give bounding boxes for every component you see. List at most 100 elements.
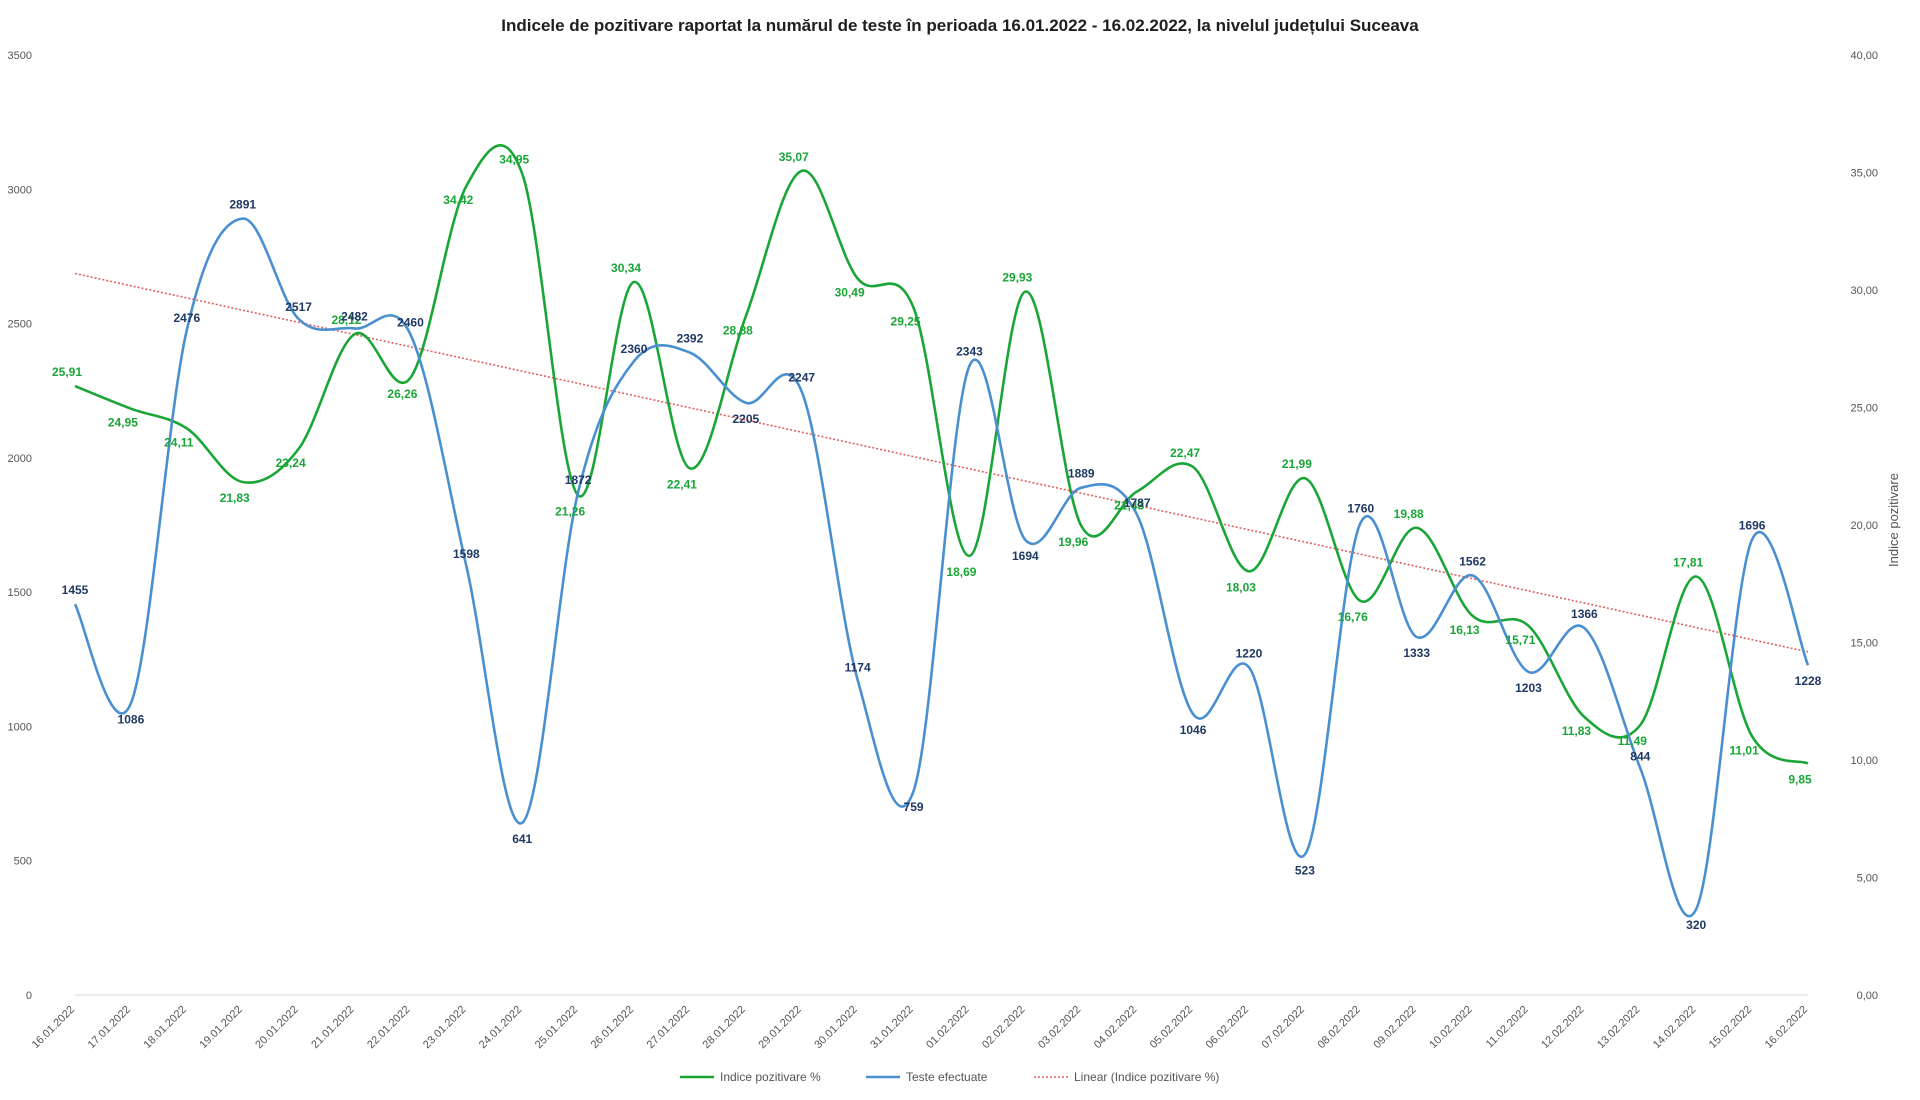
data-label-teste: 1046: [1180, 723, 1207, 737]
data-label-teste: 2460: [397, 315, 424, 329]
data-label-indice: 28,12: [332, 313, 362, 327]
x-tick-label: 06.02.2022: [1204, 1004, 1251, 1051]
chart-title: Indicele de pozitivare raportat la număr…: [501, 16, 1419, 35]
data-label-indice: 19,88: [1394, 507, 1424, 521]
data-label-indice: 21,26: [555, 504, 585, 518]
y-right-tick-label: 15,00: [1850, 638, 1878, 650]
data-label-teste: 1174: [845, 661, 871, 675]
data-label-indice: 11,49: [1618, 734, 1648, 748]
x-tick-label: 20.01.2022: [253, 1004, 300, 1051]
x-tick-label: 25.01.2022: [533, 1004, 580, 1051]
data-label-indice: 30,49: [835, 285, 865, 299]
data-labels-layer: 25,91 24,95 24,11 21,83 23,24 28,12 26,26 34,42…: [52, 150, 1822, 932]
y-right-tick-label: 20,00: [1850, 520, 1878, 532]
data-label-indice: 23,24: [276, 456, 306, 470]
data-label-indice: 25,91: [52, 365, 82, 379]
data-label-teste: 2247: [788, 371, 815, 385]
data-label-teste: 1203: [1515, 681, 1542, 695]
data-label-indice: 22,41: [667, 477, 697, 491]
series-layer: [73, 144, 1810, 918]
y-right-tick-label: 25,00: [1850, 403, 1878, 415]
y-left-tick-label: 3500: [8, 50, 32, 62]
x-tick-label: 09.02.2022: [1371, 1004, 1418, 1051]
x-tick-label: 14.02.2022: [1651, 1004, 1698, 1051]
y-left-tick-label: 500: [14, 856, 32, 868]
data-label-indice: 11,83: [1562, 724, 1592, 738]
data-label-teste: 844: [1630, 749, 1650, 763]
data-label-indice: 28,88: [723, 323, 753, 337]
data-label-teste: 2482: [341, 309, 368, 323]
data-label-teste: 1220: [1236, 646, 1263, 660]
data-label-indice: 24,11: [164, 435, 194, 449]
y-axis-right-label: Indice pozitivare: [1886, 473, 1901, 567]
y-right-tick-label: 10,00: [1850, 755, 1878, 767]
data-label-teste: 759: [904, 800, 924, 814]
data-label-indice: 24,95: [108, 416, 138, 430]
legend-label-trend: Linear (Indice pozitivare %): [1074, 1070, 1219, 1084]
x-tick-label: 17.01.2022: [86, 1004, 133, 1051]
x-tick-label: 28.01.2022: [701, 1004, 748, 1051]
data-label-indice: 11,01: [1729, 743, 1759, 757]
x-tick-label: 11.02.2022: [1484, 1004, 1531, 1051]
x-tick-label: 30.01.2022: [812, 1004, 859, 1051]
y-left-tick-label: 2000: [8, 453, 32, 465]
data-label-indice: 29,93: [1002, 271, 1032, 285]
x-tick-label: 22.01.2022: [365, 1004, 412, 1051]
data-label-teste: 641: [512, 832, 532, 846]
x-tick-label: 16.02.2022: [1763, 1004, 1810, 1051]
data-label-indice: 22,47: [1170, 446, 1200, 460]
series-line-indice-pozitivare: [74, 144, 1809, 765]
data-label-indice: 34,95: [499, 153, 529, 167]
x-tick-label: 19.01.2022: [197, 1004, 244, 1051]
x-tick-label: 04.02.2022: [1092, 1004, 1139, 1051]
data-label-indice: 30,34: [611, 261, 641, 275]
data-label-teste: 1760: [1347, 501, 1374, 515]
x-tick-label: 21.01.2022: [309, 1004, 356, 1051]
y-left-tick-label: 1500: [8, 587, 32, 599]
data-label-indice: 17,81: [1673, 555, 1703, 569]
x-tick-label: 16.01.2022: [30, 1004, 77, 1051]
y-left-tick-label: 0: [26, 990, 32, 1002]
x-tick-label: 27.01.2022: [645, 1004, 692, 1051]
data-label-indice: 18,03: [1226, 580, 1256, 594]
data-label-teste: 2343: [956, 345, 983, 359]
data-label-teste: 320: [1686, 918, 1706, 932]
data-label-teste: 1889: [1068, 467, 1095, 481]
data-label-teste: 1562: [1459, 554, 1486, 568]
data-label-teste: 1366: [1571, 607, 1598, 621]
x-tick-label: 08.02.2022: [1315, 1004, 1362, 1051]
x-tick-label: 24.01.2022: [477, 1004, 524, 1051]
y-axis-left: 0 500 1000 1500 2000 2500 3000 3500: [8, 50, 32, 1002]
x-tick-label: 12.02.2022: [1539, 1004, 1586, 1051]
data-label-teste: 1694: [1012, 549, 1039, 563]
data-label-indice: 26,26: [387, 387, 417, 401]
y-left-tick-label: 2500: [8, 319, 32, 331]
y-right-tick-label: 30,00: [1850, 285, 1878, 297]
x-tick-label: 15.02.2022: [1707, 1004, 1754, 1051]
y-axis-right: 0,00 5,00 10,00 15,00 20,00 25,00 30,00 35,00 40…: [1850, 50, 1878, 1002]
data-label-teste: 2891: [229, 198, 256, 212]
data-label-indice: 18,69: [946, 565, 976, 579]
x-tick-label: 31.01.2022: [868, 1004, 915, 1051]
x-tick-label: 18.01.2022: [142, 1004, 189, 1051]
data-label-indice: 16,13: [1450, 623, 1480, 637]
data-label-indice: 29,25: [891, 315, 921, 329]
data-label-indice: 35,07: [779, 150, 809, 164]
y-right-tick-label: 35,00: [1850, 168, 1878, 180]
data-label-indice: 15,71: [1505, 633, 1535, 647]
data-label-teste: 1872: [565, 473, 592, 487]
data-label-indice: 21,99: [1282, 457, 1312, 471]
x-tick-label: 10.02.2022: [1427, 1004, 1474, 1051]
x-tick-label: 02.02.2022: [980, 1004, 1027, 1051]
data-label-indice: 16,76: [1338, 610, 1368, 624]
data-label-teste: 1598: [453, 547, 480, 561]
legend-label-indice: Indice pozitivare %: [720, 1070, 821, 1084]
x-tick-label: 05.02.2022: [1148, 1004, 1195, 1051]
x-tick-label: 23.01.2022: [421, 1004, 468, 1051]
legend: Indice pozitivare % Teste efectuate Line…: [680, 1070, 1219, 1084]
x-axis: 16.01.2022 17.01.2022 18.01.2022 19.01.2022…: [30, 994, 1810, 1051]
y-left-tick-label: 3000: [8, 184, 32, 196]
x-tick-label: 13.02.2022: [1595, 1004, 1642, 1051]
data-label-indice: 19,96: [1058, 535, 1088, 549]
